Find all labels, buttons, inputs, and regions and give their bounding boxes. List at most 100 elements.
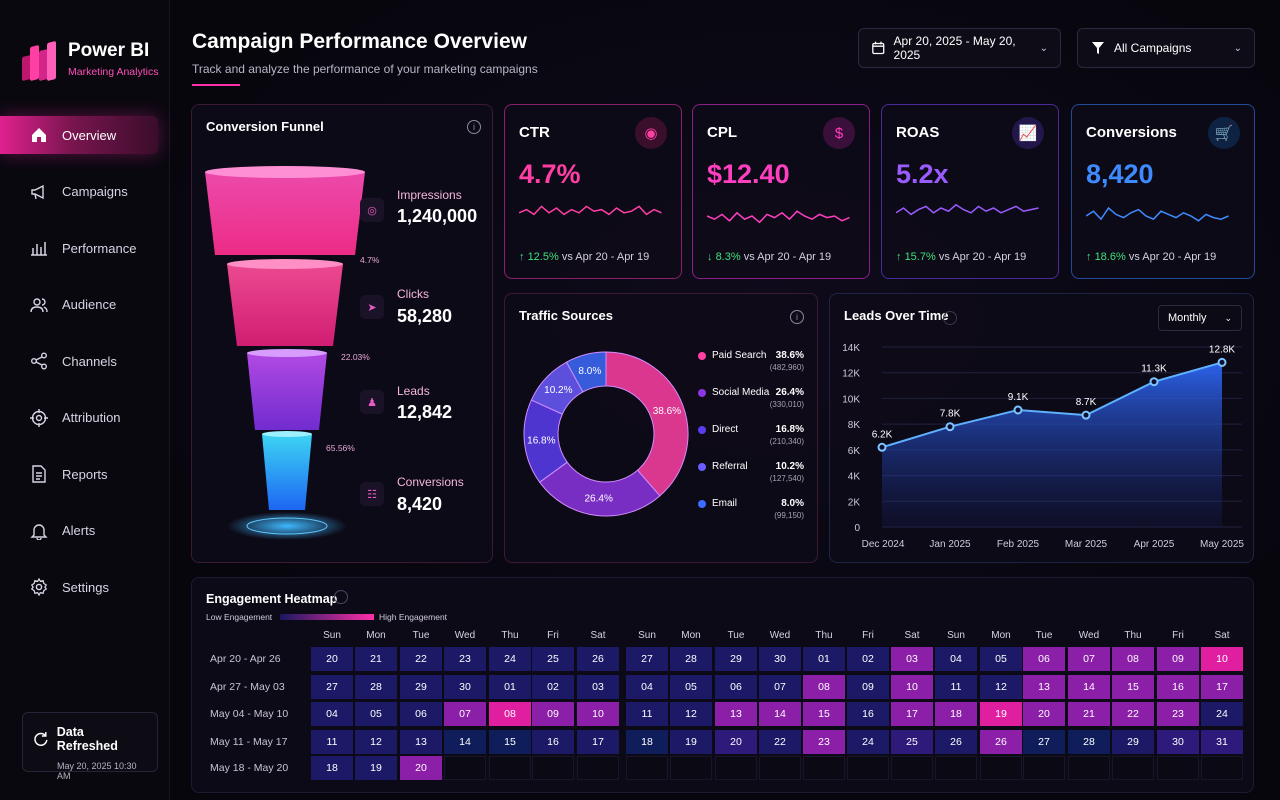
heatmap-cell[interactable]: 09 (532, 702, 574, 726)
heatmap-cell[interactable]: 17 (891, 702, 933, 726)
sidebar-item-campaigns[interactable]: Campaigns (0, 173, 158, 211)
heatmap-cell[interactable]: 12 (355, 730, 397, 754)
heatmap-cell[interactable]: 13 (400, 730, 442, 754)
heatmap-cell[interactable]: 12 (670, 702, 712, 726)
heatmap-cell[interactable]: 22 (400, 647, 442, 671)
heatmap-cell[interactable]: 13 (715, 702, 757, 726)
heatmap-cell[interactable]: 03 (577, 675, 619, 699)
info-icon[interactable]: i (790, 310, 804, 324)
heatmap-cell[interactable]: 01 (803, 647, 845, 671)
heatmap-cell[interactable]: 11 (311, 730, 353, 754)
heatmap-cell[interactable]: 23 (444, 647, 486, 671)
leads-point[interactable] (1149, 377, 1159, 387)
heatmap-cell[interactable]: 29 (715, 647, 757, 671)
heatmap-cell[interactable]: 08 (803, 675, 845, 699)
heatmap-cell[interactable]: 01 (489, 675, 531, 699)
heatmap-cell[interactable]: 28 (1068, 730, 1110, 754)
heatmap-cell[interactable]: 06 (1023, 647, 1065, 671)
heatmap-cell[interactable]: 09 (1157, 647, 1199, 671)
heatmap-cell[interactable]: 25 (532, 647, 574, 671)
heatmap-cell[interactable]: 31 (1201, 730, 1243, 754)
sidebar-item-audience[interactable]: Audience (0, 286, 158, 324)
funnel-stage-clicks[interactable] (227, 259, 343, 346)
heatmap-cell[interactable]: 27 (1023, 730, 1065, 754)
heatmap-cell[interactable]: 06 (715, 675, 757, 699)
heatmap-cell[interactable]: 23 (1157, 702, 1199, 726)
heatmap-cell[interactable]: 13 (1023, 675, 1065, 699)
heatmap-cell[interactable]: 20 (400, 756, 442, 780)
heatmap-cell[interactable]: 26 (577, 647, 619, 671)
heatmap-cell[interactable]: 04 (311, 702, 353, 726)
heatmap-cell[interactable]: 20 (1023, 702, 1065, 726)
heatmap-cell[interactable]: 05 (980, 647, 1022, 671)
sidebar-item-overview[interactable]: Overview (0, 116, 158, 154)
heatmap-cell[interactable]: 26 (935, 730, 977, 754)
heatmap-cell[interactable]: 30 (444, 675, 486, 699)
funnel-stage-conversions[interactable] (262, 431, 312, 510)
heatmap-cell[interactable]: 14 (759, 702, 801, 726)
heatmap-cell[interactable]: 02 (532, 675, 574, 699)
heatmap-cell[interactable]: 26 (980, 730, 1022, 754)
heatmap-cell[interactable]: 21 (355, 647, 397, 671)
heatmap-cell[interactable]: 20 (311, 647, 353, 671)
heatmap-cell[interactable]: 16 (847, 702, 889, 726)
kpi-card-roas[interactable]: ROAS 📈 5.2x ↑ 15.7% vs Apr 20 - Apr 19 (881, 104, 1059, 279)
heatmap-cell[interactable]: 19 (670, 730, 712, 754)
donut-slice-paid-search[interactable] (605, 351, 689, 497)
heatmap-cell[interactable]: 17 (1201, 675, 1243, 699)
heatmap-cell[interactable]: 17 (577, 730, 619, 754)
leads-point[interactable] (1217, 357, 1227, 367)
heatmap-cell[interactable]: 25 (891, 730, 933, 754)
info-icon[interactable] (334, 590, 348, 604)
heatmap-cell[interactable]: 29 (1112, 730, 1154, 754)
heatmap-cell[interactable]: 14 (1068, 675, 1110, 699)
heatmap-cell[interactable]: 16 (1157, 675, 1199, 699)
heatmap-cell[interactable]: 29 (400, 675, 442, 699)
info-icon[interactable]: i (467, 120, 481, 134)
leads-point[interactable] (877, 442, 887, 452)
heatmap-cell[interactable]: 15 (803, 702, 845, 726)
heatmap-cell[interactable]: 04 (935, 647, 977, 671)
heatmap-cell[interactable]: 07 (1068, 647, 1110, 671)
heatmap-cell[interactable]: 23 (803, 730, 845, 754)
heatmap-cell[interactable]: 09 (847, 675, 889, 699)
heatmap-cell[interactable]: 03 (891, 647, 933, 671)
heatmap-cell[interactable]: 12 (980, 675, 1022, 699)
sidebar-item-settings[interactable]: Settings (0, 568, 158, 606)
kpi-card-ctr[interactable]: CTR ◉ 4.7% ↑ 12.5% vs Apr 20 - Apr 19 (504, 104, 682, 279)
funnel-stage-leads[interactable] (247, 349, 327, 430)
heatmap-cell[interactable]: 05 (355, 702, 397, 726)
heatmap-cell[interactable]: 24 (1201, 702, 1243, 726)
heatmap-cell[interactable]: 22 (759, 730, 801, 754)
donut-slice-social-media[interactable] (538, 461, 661, 517)
sidebar-item-channels[interactable]: Channels (0, 342, 158, 380)
granularity-dropdown[interactable]: Monthly ⌄ (1158, 305, 1242, 331)
heatmap-cell[interactable]: 14 (444, 730, 486, 754)
kpi-card-cpl[interactable]: CPL $ $12.40 ↓ 8.3% vs Apr 20 - Apr 19 (692, 104, 870, 279)
donut-slice-email[interactable] (565, 351, 607, 393)
heatmap-cell[interactable]: 24 (489, 647, 531, 671)
sidebar-item-attribution[interactable]: Attribution (0, 399, 158, 437)
heatmap-cell[interactable]: 11 (935, 675, 977, 699)
leads-point[interactable] (1081, 410, 1091, 420)
heatmap-cell[interactable]: 28 (670, 647, 712, 671)
heatmap-cell[interactable]: 10 (577, 702, 619, 726)
heatmap-cell[interactable]: 10 (891, 675, 933, 699)
heatmap-cell[interactable]: 15 (489, 730, 531, 754)
sidebar-item-reports[interactable]: Reports (0, 455, 158, 493)
heatmap-cell[interactable]: 27 (311, 675, 353, 699)
kpi-card-conversions[interactable]: Conversions 🛒 8,420 ↑ 18.6% vs Apr 20 - Apr… (1071, 104, 1255, 279)
info-icon[interactable] (943, 311, 957, 325)
heatmap-cell[interactable]: 08 (489, 702, 531, 726)
heatmap-cell[interactable]: 18 (626, 730, 668, 754)
heatmap-cell[interactable]: 24 (847, 730, 889, 754)
data-refreshed-panel[interactable]: Data Refreshed May 20, 2025 10:30 AM (22, 712, 158, 781)
heatmap-cell[interactable]: 18 (935, 702, 977, 726)
heatmap-cell[interactable]: 18 (311, 756, 353, 780)
sidebar-item-alerts[interactable]: Alerts (0, 512, 158, 550)
funnel-stage-impressions[interactable] (205, 166, 365, 255)
heatmap-cell[interactable]: 27 (626, 647, 668, 671)
heatmap-cell[interactable]: 21 (1068, 702, 1110, 726)
heatmap-cell[interactable]: 06 (400, 702, 442, 726)
sidebar-item-performance[interactable]: Performance (0, 229, 158, 267)
